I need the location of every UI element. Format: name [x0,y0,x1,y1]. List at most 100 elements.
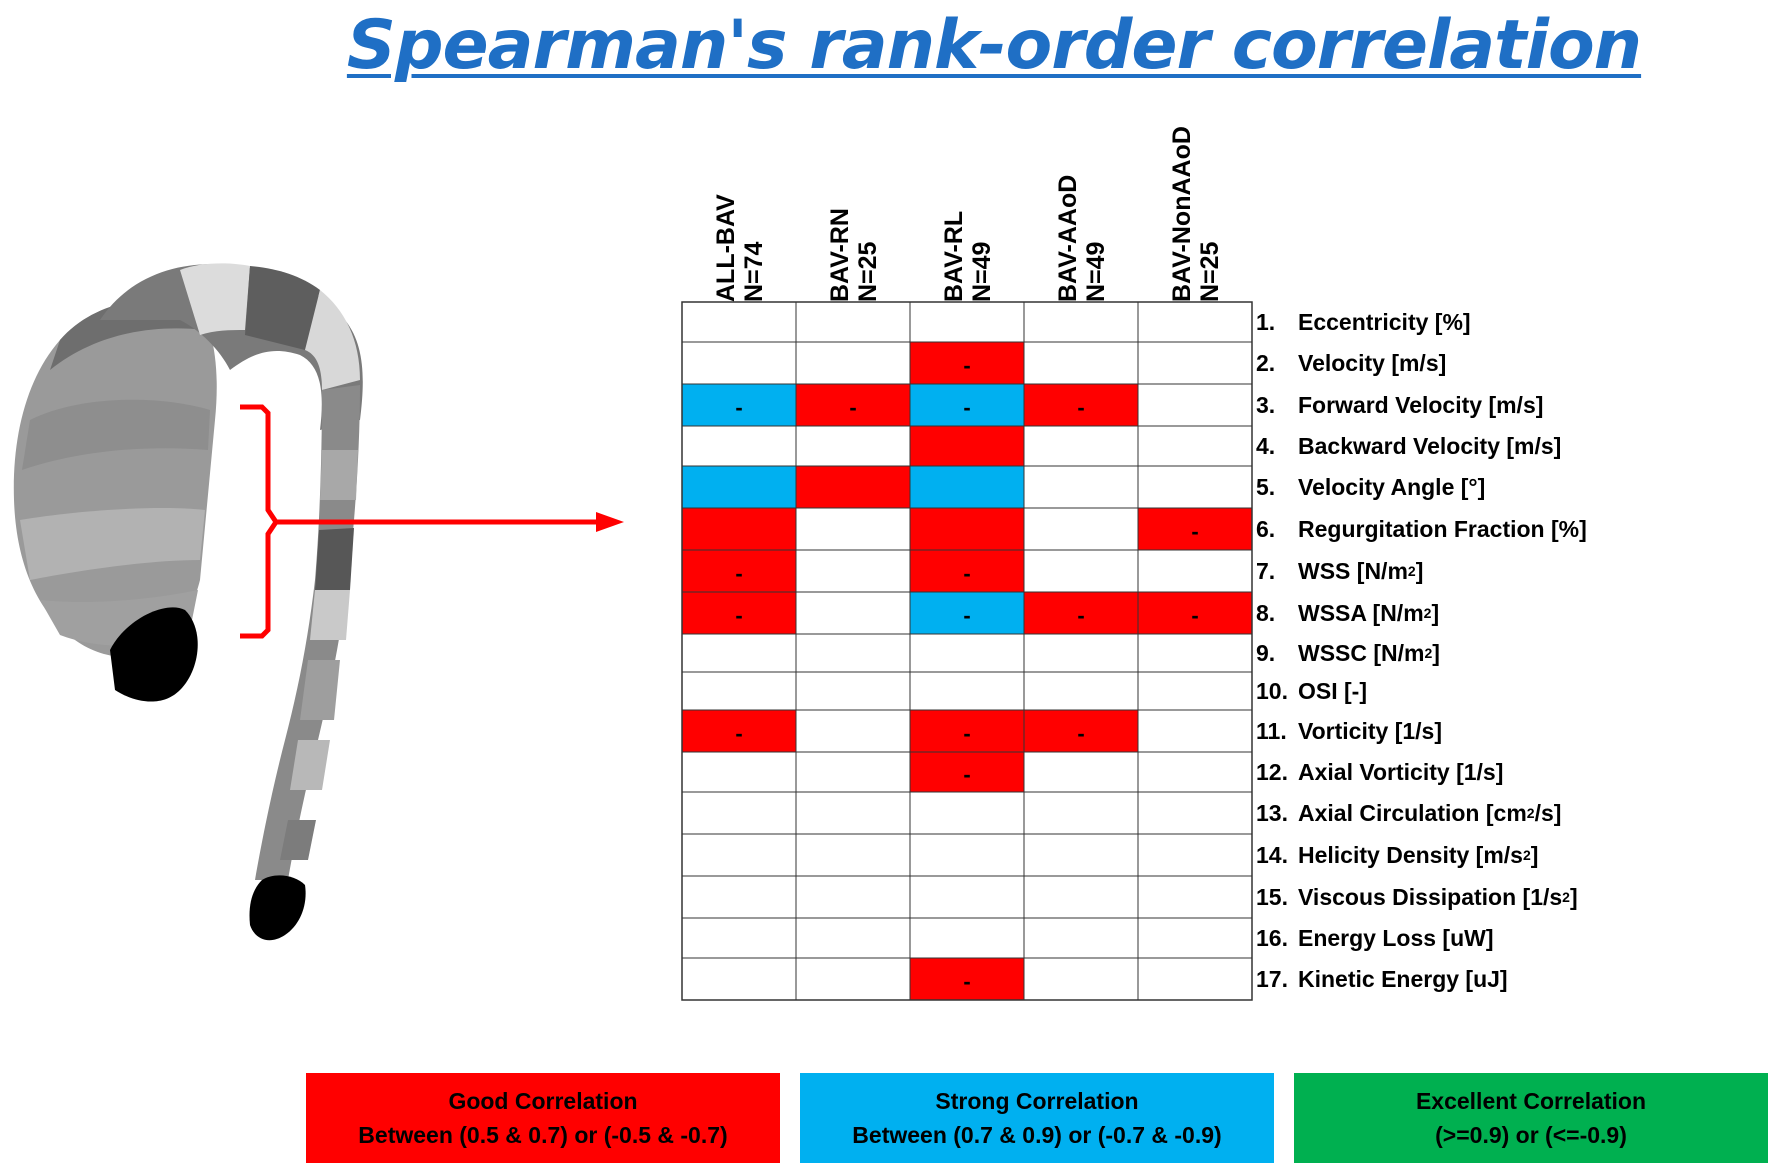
cell-sign: - [735,395,742,420]
row-suffix: ] [1569,883,1578,910]
heatmap-cell [909,507,1025,551]
heatmap-cell [795,751,911,793]
legend-strong: Strong Correlation Between (0.7 & 0.9) o… [800,1073,1274,1163]
column-name: BAV-AAoD [1054,174,1082,302]
heatmap-cell [795,633,911,673]
row-label: 2. Velocity [m/s] [1256,343,1446,383]
heatmap-cell [1023,301,1139,343]
heatmap-cell [1023,465,1139,509]
arrow-head [596,512,624,532]
cell-sign: - [1077,721,1084,746]
row-label: 13. Axial Circulation [cm 2/s] [1256,799,1562,826]
heatmap-cell [795,917,911,959]
heatmap-cell [795,507,911,551]
row-text: Axial Circulation [cm [1298,799,1527,826]
cell-sign: - [849,395,856,420]
column-header: BAV-AAoD N=49 [1054,175,1110,302]
row-number: 12. [1256,758,1288,785]
heatmap-cell [1137,709,1253,753]
grid-border [681,301,1253,1001]
heatmap-cell [1137,875,1253,919]
legend-excellent-label: Excellent Correlation [1415,1088,1647,1114]
heatmap-cell [1137,917,1253,959]
heatmap-cell [909,957,1025,1001]
row-label: 9. WSSC [N/m 2] [1256,639,1440,666]
heatmap-cell [795,957,911,1001]
heatmap-cell [1137,633,1253,673]
row-number: 11. [1256,717,1287,744]
heatmap-cell [909,465,1025,509]
cell-sign: - [1191,603,1198,628]
heatmap-cell [1023,791,1139,835]
heatmap-cell [681,957,797,1001]
row-text: Eccentricity [%] [1298,308,1471,335]
row-text: Energy Loss [uW] [1298,924,1494,951]
row-number: 7. [1256,557,1276,584]
row-suffix: ] [1431,599,1440,626]
legend-good-label: Good Correlation [448,1088,638,1114]
row-number: 15. [1256,883,1288,910]
row-number: 10. [1256,677,1288,704]
heatmap-cell [1137,671,1253,711]
heatmap-cell [795,383,911,427]
row-text: WSS [N/m [1298,557,1408,584]
cell-sign: - [963,561,970,586]
row-text: Regurgitation Fraction [%] [1298,515,1587,542]
heatmap-cell [1137,957,1253,1001]
heatmap-cell [909,633,1025,673]
column-n: N=49 [1082,241,1110,302]
heatmap-cell [909,875,1025,919]
row-number: 16. [1256,924,1288,951]
legend-good-range: Between (0.5 & 0.7) or (-0.5 & -0.7) [358,1122,728,1148]
heatmap-cell [681,671,797,711]
row-text: Kinetic Energy [uJ] [1298,965,1508,992]
row-text: Vorticity [1/s] [1298,717,1442,744]
row-number: 5. [1256,473,1276,500]
row-label: 17. Kinetic Energy [uJ] [1256,959,1508,999]
row-number: 13. [1256,799,1288,826]
heatmap-cell [681,917,797,959]
cell-sign: - [735,603,742,628]
aorta-illustration [13,263,624,941]
heatmap-cell [681,425,797,467]
row-label: 1. Eccentricity [%] [1256,302,1471,342]
row-suffix: ] [1432,639,1440,666]
heatmap-cell [795,671,911,711]
heatmap-cell [909,671,1025,711]
cell-sign: - [1077,603,1084,628]
cell-sign: - [963,395,970,420]
bracket-arrow [240,404,600,639]
row-number: 17. [1256,965,1288,992]
aorta-body [13,263,363,941]
cell-sign: - [963,603,970,628]
heatmap-cell [909,709,1025,753]
row-number: 8. [1256,599,1276,626]
row-label: 15. Viscous Dissipation [1/s 2] [1256,883,1578,910]
heatmap-cell [1137,507,1253,551]
cell-sign: - [963,721,970,746]
heatmap-cell [1023,633,1139,673]
column-header: BAV-RL N=49 [940,211,996,302]
row-label: 10. OSI [-] [1256,671,1367,711]
heatmap-cell [1023,549,1139,593]
legend-good: Good Correlation Between (0.5 & 0.7) or … [306,1073,780,1163]
row-suffix: /s] [1534,799,1562,826]
heatmap-cell [1023,341,1139,385]
heatmap-cell [795,591,911,635]
heatmap-cell [1137,341,1253,385]
heatmap-cell [909,833,1025,877]
heatmap-cell [795,425,911,467]
legend-excellent-range: (>=0.9) or (<=-0.9) [1435,1122,1627,1148]
heatmap-cell [1023,425,1139,467]
row-text: Helicity Density [m/s [1298,841,1523,868]
cell-sign: - [1077,395,1084,420]
row-label: 14. Helicity Density [m/s 2] [1256,841,1539,868]
row-text: WSSA [N/m [1298,599,1424,626]
column-name: BAV-RL [940,210,968,302]
row-label: 16. Energy Loss [uW] [1256,918,1494,958]
row-text: Backward Velocity [m/s] [1298,432,1562,459]
heatmap-cell [909,425,1025,467]
heatmap-cell [909,791,1025,835]
heatmap-cell [1137,465,1253,509]
